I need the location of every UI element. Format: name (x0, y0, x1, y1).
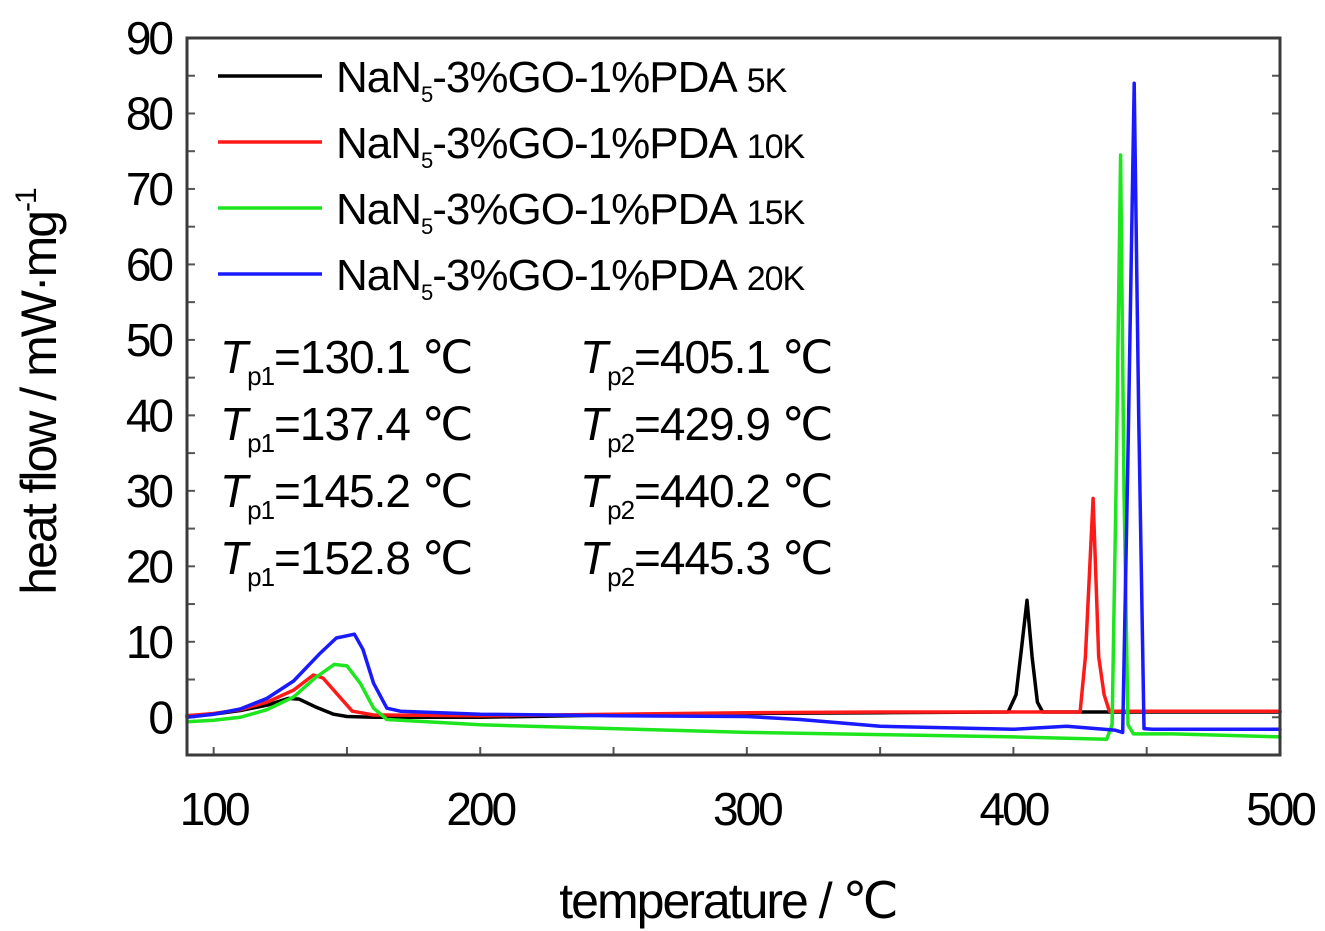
legend: NaN5-3%GO-1%PDA 5K NaN5-3%GO-1%PDA 10K NaN5-… (205, 48, 895, 305)
annotation-p1-4: Tp1=152.8 ℃ (220, 532, 472, 592)
y-tick-label: 0 (148, 691, 172, 743)
y-tick-label: 70 (126, 163, 173, 215)
legend-label-20K: NaN5-3%GO-1%PDA 20K (336, 251, 806, 305)
x-tick-label: 400 (980, 783, 1049, 835)
series-line-15K (185, 153, 1282, 741)
annotation-p2-2: Tp2=429.9 ℃ (580, 398, 832, 458)
annotation-p1-3: Tp1=145.2 ℃ (220, 465, 472, 525)
peak-temperature-annotations: Tp1=130.1 ℃ Tp1=137.4 ℃ Tp1=145.2 ℃ Tp1=152… (205, 318, 905, 600)
legend-label-10K: NaN5-3%GO-1%PDA 10K (336, 119, 806, 173)
x-axis-ticks: 100 200 300 400 500 (180, 783, 1319, 835)
annotation-p2-3: Tp2=440.2 ℃ (580, 465, 832, 525)
y-tick-label: 90 (126, 12, 173, 64)
y-tick-label: 10 (126, 616, 173, 668)
y-axis-title-main: heat flow / mW·mg (11, 212, 67, 595)
y-axis-title-superscript: -1 (10, 188, 43, 212)
x-tick-label: 100 (180, 783, 249, 835)
annotation-p1-1: Tp1=130.1 ℃ (220, 331, 472, 391)
x-tick-label: 300 (713, 783, 782, 835)
y-axis-ticks: 0 10 20 30 40 50 60 70 80 90 (126, 12, 176, 743)
x-tick-label: 500 (1246, 783, 1315, 835)
series-line-20K (185, 81, 1282, 735)
y-tick-label: 20 (126, 540, 173, 592)
x-tick-label: 200 (446, 783, 515, 835)
plot-lines (185, 81, 1282, 741)
y-tick-label: 30 (126, 465, 173, 517)
legend-label-15K: NaN5-3%GO-1%PDA 15K (336, 185, 806, 239)
annotation-p2-1: Tp2=405.1 ℃ (580, 331, 832, 391)
legend-background (205, 48, 895, 304)
legend-label-5K: NaN5-3%GO-1%PDA 5K (336, 53, 788, 107)
y-tick-label: 80 (126, 87, 173, 139)
y-axis-title: heat flow / mW·mg-1 (10, 188, 67, 595)
annotation-p2-4: Tp2=445.3 ℃ (580, 532, 832, 592)
plot-frame (185, 36, 1282, 757)
y-tick-label: 50 (126, 314, 173, 366)
annotation-background (205, 318, 905, 600)
y-tick-label: 60 (126, 238, 173, 290)
annotation-p1-2: Tp1=137.4 ℃ (220, 398, 472, 458)
y-tick-label: 40 (126, 389, 173, 441)
x-axis-title: temperature / ℃ (559, 873, 896, 929)
